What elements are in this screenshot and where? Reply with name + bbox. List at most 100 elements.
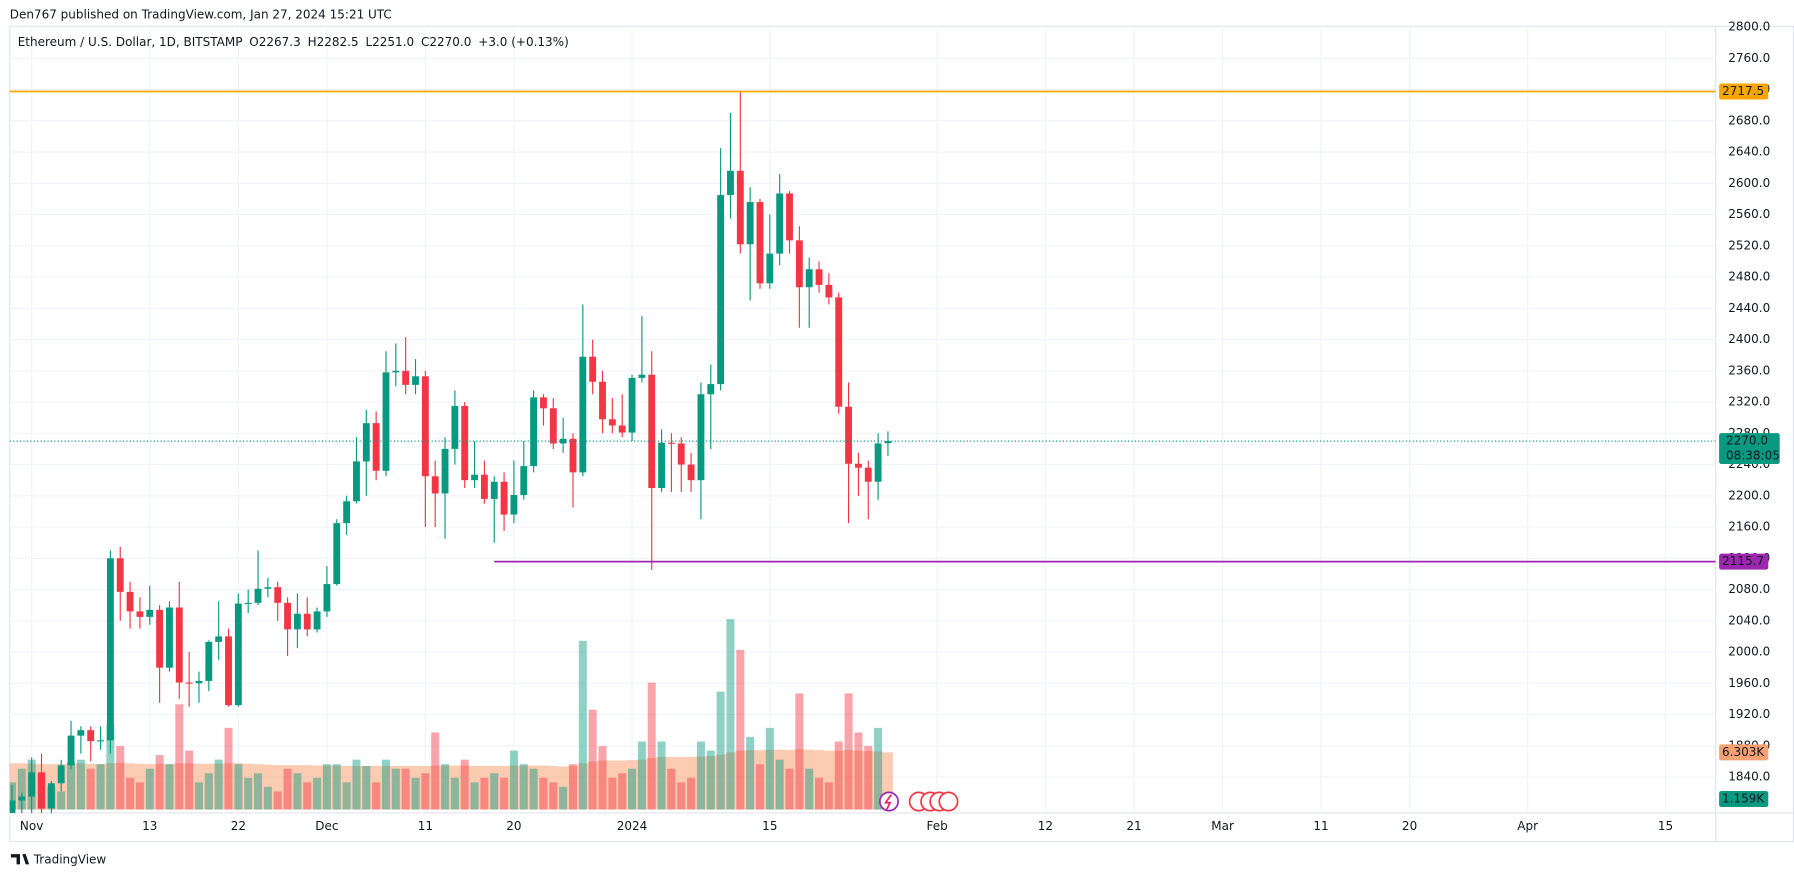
level-label: 2115.7: [1722, 554, 1764, 568]
candle-body: [67, 735, 75, 766]
last-price-label: 2270.0: [1726, 434, 1768, 448]
candle-body: [353, 461, 360, 502]
volume-bar: [854, 732, 863, 810]
candle-body: [362, 423, 370, 462]
volume-bar: [17, 768, 26, 810]
footer-brand: TradingView: [33, 852, 107, 866]
x-tick-label: 20: [506, 819, 521, 833]
level-label-box: [1719, 83, 1769, 100]
volume-bar: [224, 727, 233, 810]
volume-bar: [844, 693, 853, 810]
last-price-box: [1719, 433, 1780, 464]
volume-bar: [293, 773, 302, 810]
volume-bar: [608, 777, 617, 810]
volume-bar: [362, 765, 371, 810]
candle-body: [382, 372, 390, 471]
volume-bar: [559, 786, 568, 810]
volume-bar: [667, 768, 676, 810]
candle-body: [589, 356, 597, 382]
candle-body: [579, 356, 587, 473]
candle-body: [510, 495, 518, 515]
candle-body: [254, 588, 262, 603]
x-tick-label: 11: [418, 819, 433, 833]
volume-bar: [628, 768, 637, 810]
candle-body: [146, 609, 154, 617]
y-tick-label: 2040.0: [1728, 613, 1770, 627]
legend-ohlc: C2270.0: [421, 35, 471, 49]
candle-body: [608, 419, 616, 426]
candle-body: [106, 558, 114, 741]
candle-body: [805, 269, 813, 288]
volume-bar: [687, 777, 696, 810]
candle-body: [874, 443, 882, 482]
volume-bar: [450, 777, 459, 810]
volume-bar: [805, 768, 814, 810]
level-label: 2717.5: [1722, 84, 1764, 98]
candle-body: [776, 193, 784, 254]
x-tick-label: Mar: [1211, 819, 1234, 833]
volume-bar: [342, 782, 351, 810]
legend-ohlc: H2282.5: [308, 35, 359, 49]
candle-body: [451, 405, 459, 449]
candle-body: [303, 613, 311, 630]
volume-bar: [57, 791, 66, 810]
chart-frame: [9, 25, 1794, 843]
volume-bar: [785, 768, 794, 810]
volume-bar: [165, 764, 174, 810]
candle-body: [441, 448, 449, 494]
candle-body: [530, 397, 538, 467]
y-tick-label: 2440.0: [1728, 301, 1770, 315]
volume-bar: [441, 764, 450, 810]
volume-bar: [549, 782, 558, 810]
candle-body: [431, 476, 439, 494]
candle-body: [756, 202, 764, 284]
candle-body: [471, 474, 478, 481]
candle-body: [618, 425, 626, 433]
candle-body: [57, 765, 65, 784]
volume-bar: [234, 764, 243, 810]
volume-bar: [126, 777, 135, 810]
volume-bar: [381, 759, 390, 810]
candle-body: [116, 558, 124, 592]
candle-body: [746, 202, 754, 245]
x-tick-label: 22: [231, 819, 246, 833]
volume-bar: [746, 736, 755, 810]
y-tick-label: 1960.0: [1728, 676, 1770, 690]
volume-bar: [677, 782, 686, 810]
volume-bar: [795, 693, 804, 810]
volume-bar: [155, 755, 164, 810]
volume-bar: [470, 782, 479, 810]
event-icons: [878, 791, 959, 812]
volume-bar: [313, 777, 322, 810]
candle-body: [490, 481, 498, 499]
volume-bar: [460, 759, 469, 810]
y-tick-label: 2640.0: [1728, 145, 1770, 159]
candle-body: [825, 284, 833, 298]
x-tick-label: Apr: [1517, 819, 1538, 833]
volume-bar: [185, 750, 194, 810]
candle-body: [392, 370, 400, 373]
y-tick-label: 2160.0: [1728, 520, 1770, 534]
candle-body: [215, 636, 223, 642]
x-tick-label: 15: [762, 819, 777, 833]
volume-bar: [509, 750, 518, 810]
volume-bar: [421, 773, 430, 810]
volume-bar: [706, 750, 715, 810]
candle-body: [795, 240, 803, 288]
volume-bar: [500, 777, 509, 810]
volume-bar: [775, 759, 784, 810]
volume-bar: [490, 773, 499, 810]
candle-body: [323, 584, 331, 612]
candle-body: [549, 408, 557, 444]
volume-bar: [145, 768, 154, 810]
legend-change: +3.0 (+0.13%): [478, 35, 569, 49]
y-tick-label: 1840.0: [1728, 770, 1770, 784]
y-tick-label: 2680.0: [1728, 113, 1770, 127]
symbol-legend[interactable]: Ethereum / U.S. Dollar, 1D, BITSTAMP: [18, 35, 243, 49]
volume-bar: [696, 741, 705, 810]
candle-body: [195, 680, 203, 684]
x-tick-label: 2024: [617, 819, 648, 833]
candle-body: [648, 374, 656, 488]
volume-bar: [263, 786, 272, 810]
candle-body: [540, 397, 547, 409]
